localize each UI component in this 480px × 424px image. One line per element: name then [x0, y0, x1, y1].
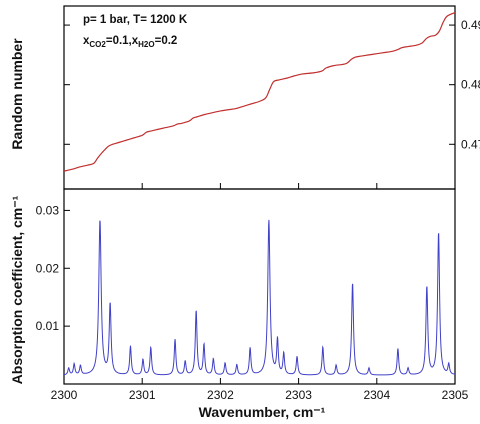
bottom-x-tick-label: 2305	[442, 388, 469, 402]
bottom-x-tick-label: 2300	[51, 388, 78, 402]
top-y-tick-label: 0.48	[461, 78, 480, 92]
bottom-axis-ticks: 0.01 0.02 0.03 2300 2301 2302 2303 2304 2305	[36, 203, 469, 402]
top-y-ticks: 0.47 0.48 0.49	[63, 18, 480, 189]
annotation-part: H2O	[138, 40, 154, 49]
bottom-y-axis-label: Absorption coefficient, cm⁻¹	[9, 195, 25, 384]
bottom-y-tick-label: 0.03	[36, 203, 60, 217]
top-series-group	[63, 12, 456, 172]
bottom-series-group	[63, 219, 456, 376]
annotation-mole-fractions: xCO2=0.1,xH2O=0.2	[83, 35, 177, 49]
bottom-x-tick-label: 2304	[363, 388, 390, 402]
bottom-x-tick-label: 2301	[129, 388, 156, 402]
bottom-y-tick-label: 0.01	[36, 319, 60, 333]
bottom-plot-frame	[63, 188, 456, 385]
annotation-part: =0.2	[155, 35, 178, 47]
top-y-tick-label: 0.49	[461, 18, 480, 32]
top-plot-frame	[63, 5, 456, 190]
annotation-part: CO2	[89, 40, 106, 49]
bottom-y-tick-label: 0.02	[36, 261, 60, 275]
x-axis-label: Wavenumber, cm⁻¹	[199, 404, 326, 420]
annotation-part: x	[83, 35, 90, 47]
top-y-tick-label: 0.47	[461, 137, 480, 151]
annotation-part: =0.1,x	[106, 35, 139, 47]
bottom-x-tick-label: 2302	[207, 388, 234, 402]
absorption-coefficient-series-line	[63, 219, 456, 376]
top-y-axis-label: Random number	[9, 38, 25, 150]
annotation-conditions: p= 1 bar, T= 1200 K	[83, 14, 188, 26]
random-number-series-line	[63, 12, 456, 172]
bottom-x-tick-label: 2303	[285, 388, 312, 402]
